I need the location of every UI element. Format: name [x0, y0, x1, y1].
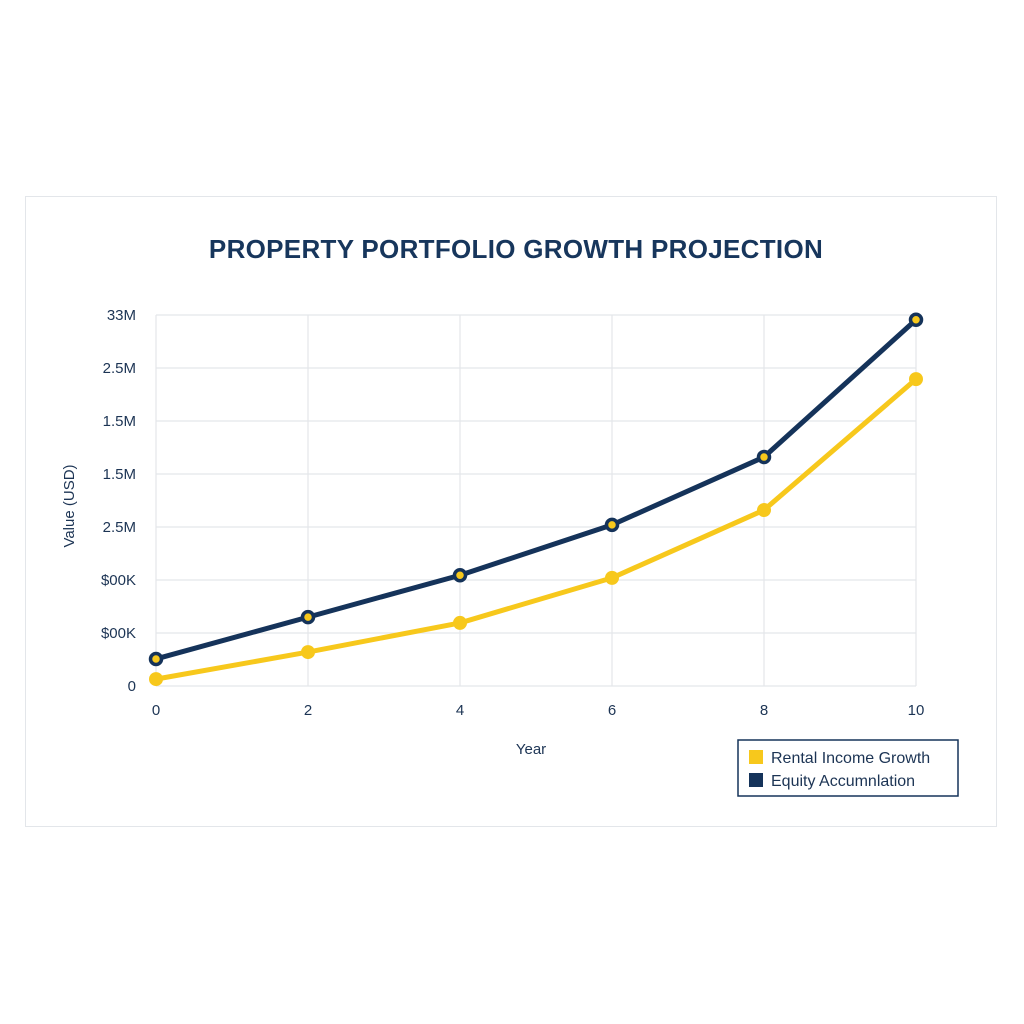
data-point-rental [149, 672, 163, 687]
chart-title: PROPERTY PORTFOLIO GROWTH PROJECTION [209, 234, 823, 264]
legend-box [737, 739, 959, 797]
y-tick-label: 2.5M [103, 360, 136, 377]
x-axis-label: Year [516, 741, 546, 758]
x-tick-label: 10 [908, 702, 925, 719]
data-point-equity [908, 312, 924, 328]
y-tick-label: 1.5M [103, 413, 136, 430]
y-tick-label: 0 [128, 678, 136, 695]
series-line-rental [155, 377, 918, 682]
x-tick-label: 8 [760, 702, 768, 719]
data-point-rental [605, 570, 619, 585]
data-point-equity [300, 609, 316, 625]
y-tick-label: $00K [101, 572, 136, 589]
legend-label-equity: Equity Accumnlation [771, 773, 915, 790]
x-tick-label: 2 [304, 702, 312, 719]
x-tick-label: 4 [456, 702, 464, 719]
y-tick-label: 1.5M [103, 466, 136, 483]
chart-frame [25, 196, 997, 827]
data-point-rental [757, 503, 771, 518]
data-point-rental [301, 645, 315, 660]
y-tick-label: 2.5M [103, 519, 136, 536]
legend-swatch-rental [749, 750, 763, 764]
series-line-equity [155, 317, 918, 662]
data-point-equity [452, 567, 468, 583]
data-point-equity [148, 651, 164, 667]
data-point-rental [909, 372, 923, 387]
data-point-rental [453, 615, 467, 630]
y-tick-label: 33M [107, 307, 136, 324]
x-tick-label: 0 [152, 702, 160, 719]
x-tick-label: 6 [608, 702, 616, 719]
y-axis-label: Value (USD) [61, 464, 78, 547]
legend-swatch-equity [749, 773, 763, 787]
data-point-equity [604, 517, 620, 533]
y-tick-label: $00K [101, 625, 136, 642]
legend-label-rental: Rental Income Growth [771, 750, 930, 767]
data-point-equity [756, 449, 772, 465]
legend: Rental Income Growth Equity Accumnlation [737, 739, 959, 797]
